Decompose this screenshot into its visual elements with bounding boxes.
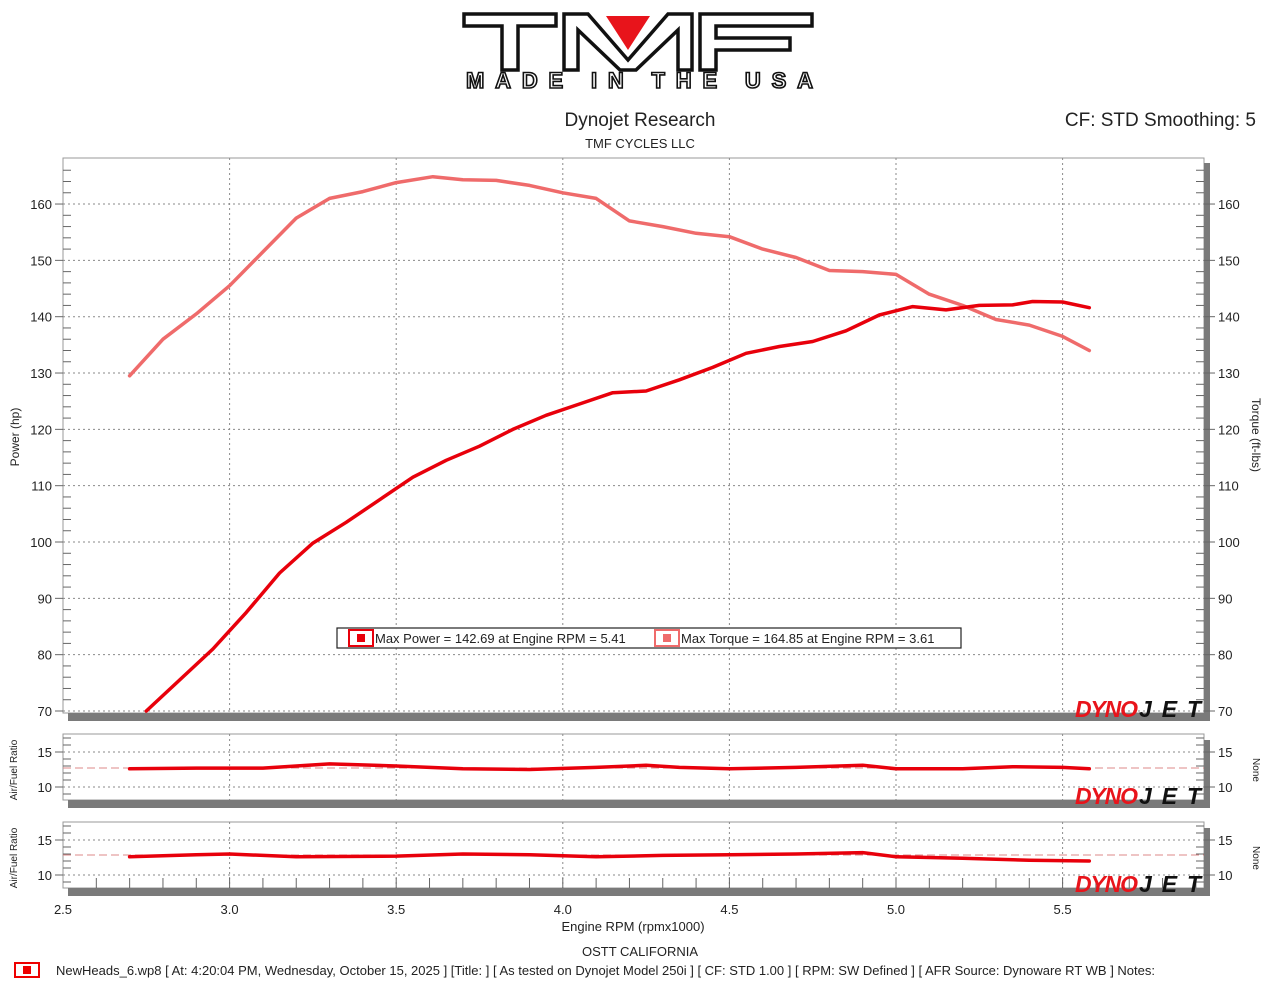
svg-text:10: 10 bbox=[1218, 868, 1232, 883]
chart-title: Dynojet Research bbox=[564, 110, 716, 131]
run-info-row: NewHeads_6.wp8 [ At: 4:20:04 PM, Wednesd… bbox=[14, 959, 1155, 981]
dynojet-logo-afr-upper: DYNO JET bbox=[1075, 783, 1203, 809]
afr-lower-right-label: None bbox=[1250, 846, 1261, 870]
svg-text:DYNO: DYNO bbox=[1075, 783, 1138, 809]
svg-text:DYNO: DYNO bbox=[1075, 696, 1138, 722]
main-ticks bbox=[55, 169, 1215, 712]
logo-tagline: MADE IN THE USA bbox=[466, 68, 814, 92]
rpm-axis-label: Engine RPM (rpmx1000) bbox=[561, 919, 704, 934]
main-panel: 70 80 90 100 110 120 130 140 150 160 70 80 90 100 110… bbox=[30, 157, 1240, 721]
svg-text:JET: JET bbox=[1139, 783, 1203, 809]
afr-upper-curve bbox=[127, 762, 1092, 772]
svg-text:130: 130 bbox=[30, 366, 52, 381]
svg-text:160: 160 bbox=[30, 197, 52, 212]
svg-text:DYNO: DYNO bbox=[1075, 871, 1138, 897]
svg-text:4.0: 4.0 bbox=[554, 902, 572, 917]
legend-power-swatch bbox=[348, 629, 374, 647]
cf-smoothing-label: CF: STD Smoothing: 5 bbox=[1064, 110, 1256, 131]
svg-text:100: 100 bbox=[1218, 535, 1240, 550]
svg-text:70: 70 bbox=[38, 704, 52, 719]
dynojet-logo-main: DYNO JET bbox=[1075, 696, 1203, 722]
svg-text:5.0: 5.0 bbox=[887, 902, 905, 917]
run-info-text: NewHeads_6.wp8 [ At: 4:20:04 PM, Wednesd… bbox=[56, 962, 1155, 978]
rpm-axis-ticks: 2.5 3.0 3.5 4.0 4.5 5.0 5.5 bbox=[54, 902, 1072, 917]
afr-lower-axis-label: Air/Fuel Ratio bbox=[9, 827, 20, 888]
svg-text:90: 90 bbox=[38, 591, 52, 606]
svg-text:140: 140 bbox=[1218, 310, 1240, 325]
legend-torque-swatch bbox=[654, 629, 680, 647]
svg-text:160: 160 bbox=[1218, 197, 1240, 212]
chart-subtitle: TMF CYCLES LLC bbox=[585, 136, 695, 151]
power-axis-ticks: 70 80 90 100 110 120 130 140 150 160 bbox=[30, 197, 52, 719]
afr-panel-upper: 15 15 10 10 DYNO JET bbox=[38, 733, 1232, 809]
svg-text:140: 140 bbox=[30, 310, 52, 325]
footer-location: OSTT CALIFORNIA bbox=[581, 944, 699, 959]
svg-text:150: 150 bbox=[1218, 253, 1240, 268]
svg-text:15: 15 bbox=[38, 833, 52, 848]
svg-text:10: 10 bbox=[1218, 780, 1232, 795]
svg-text:110: 110 bbox=[1218, 479, 1239, 494]
dynojet-logo-afr-lower: DYNO JET bbox=[1075, 871, 1203, 897]
torque-axis-ticks: 70 80 90 100 110 120 130 140 150 160 bbox=[1218, 197, 1240, 719]
svg-text:70: 70 bbox=[1218, 704, 1232, 719]
svg-text:2.5: 2.5 bbox=[54, 902, 72, 917]
afr-lower-curve bbox=[127, 850, 1092, 863]
svg-text:4.5: 4.5 bbox=[720, 902, 738, 917]
svg-text:15: 15 bbox=[1218, 745, 1232, 760]
svg-text:10: 10 bbox=[38, 868, 52, 883]
svg-text:JET: JET bbox=[1139, 696, 1203, 722]
svg-text:15: 15 bbox=[1218, 833, 1232, 848]
svg-text:100: 100 bbox=[30, 535, 52, 550]
svg-text:10: 10 bbox=[38, 780, 52, 795]
svg-text:130: 130 bbox=[1218, 366, 1240, 381]
svg-text:3.5: 3.5 bbox=[387, 902, 405, 917]
svg-text:5.5: 5.5 bbox=[1054, 902, 1072, 917]
svg-text:120: 120 bbox=[1218, 422, 1240, 437]
tmf-letters bbox=[462, 12, 814, 72]
afr-panel-lower: 15 15 10 10 DYNO JET bbox=[38, 821, 1232, 897]
svg-text:150: 150 bbox=[30, 253, 52, 268]
power-curve bbox=[144, 299, 1092, 713]
svg-text:80: 80 bbox=[38, 648, 52, 663]
legend: Max Power = 142.69 at Engine RPM = 5.41 … bbox=[336, 627, 962, 649]
run-color-swatch[interactable] bbox=[14, 962, 40, 978]
afr-upper-right-label: None bbox=[1250, 758, 1261, 782]
svg-text:15: 15 bbox=[38, 745, 52, 760]
power-axis-label: Power (hp) bbox=[8, 408, 22, 467]
svg-text:JET: JET bbox=[1139, 871, 1203, 897]
torque-curve bbox=[127, 174, 1092, 378]
afr-upper-axis-label: Air/Fuel Ratio bbox=[9, 739, 20, 800]
svg-text:3.0: 3.0 bbox=[221, 902, 239, 917]
main-grid bbox=[63, 158, 1204, 713]
svg-text:120: 120 bbox=[30, 422, 52, 437]
legend-power-text: Max Power = 142.69 at Engine RPM = 5.41 bbox=[375, 631, 626, 646]
logo-red-triangle bbox=[606, 16, 650, 50]
svg-text:80: 80 bbox=[1218, 648, 1232, 663]
svg-text:110: 110 bbox=[31, 479, 52, 494]
torque-axis-label: Torque (ft-lbs) bbox=[1249, 398, 1263, 472]
tmf-logo: MADE IN THE USA bbox=[462, 12, 814, 92]
legend-torque-text: Max Torque = 164.85 at Engine RPM = 3.61 bbox=[681, 631, 934, 646]
svg-text:90: 90 bbox=[1218, 591, 1232, 606]
